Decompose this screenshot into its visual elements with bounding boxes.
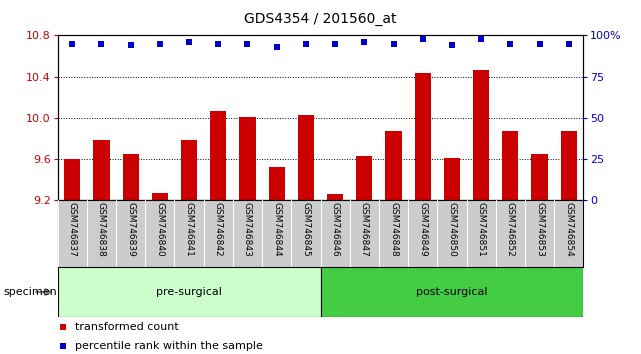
Text: GSM746845: GSM746845	[301, 202, 310, 257]
Text: GSM746852: GSM746852	[506, 202, 515, 257]
Bar	[415, 74, 431, 200]
Bar	[152, 193, 168, 200]
Point	[184, 39, 194, 45]
Text: GSM746849: GSM746849	[418, 202, 427, 257]
Point	[242, 41, 253, 46]
Point	[67, 41, 78, 46]
Bar	[181, 140, 197, 200]
Bar	[473, 70, 489, 200]
Text: GSM746837: GSM746837	[68, 202, 77, 257]
Text: GSM746854: GSM746854	[564, 202, 573, 257]
Text: GSM746844: GSM746844	[272, 202, 281, 257]
Point	[563, 41, 574, 46]
Text: GSM746850: GSM746850	[447, 202, 456, 257]
Bar	[210, 110, 226, 200]
Text: percentile rank within the sample: percentile rank within the sample	[75, 341, 263, 351]
Point	[535, 41, 545, 46]
Bar	[122, 154, 138, 200]
Point	[58, 343, 69, 349]
Bar	[58, 267, 320, 317]
Text: transformed count: transformed count	[75, 322, 179, 332]
Point	[58, 324, 69, 330]
Text: GSM746839: GSM746839	[126, 202, 135, 257]
Bar	[356, 156, 372, 200]
Bar	[444, 158, 460, 200]
Bar	[64, 159, 80, 200]
Text: GSM746851: GSM746851	[477, 202, 486, 257]
Text: GDS4354 / 201560_at: GDS4354 / 201560_at	[244, 12, 397, 27]
Point	[96, 41, 106, 46]
Point	[417, 36, 428, 41]
Bar	[94, 140, 110, 200]
Text: GSM746846: GSM746846	[331, 202, 340, 257]
Point	[154, 41, 165, 46]
Bar	[561, 131, 577, 200]
Point	[126, 42, 136, 48]
Bar	[298, 115, 314, 200]
Text: GSM746853: GSM746853	[535, 202, 544, 257]
Text: GSM746847: GSM746847	[360, 202, 369, 257]
Point	[359, 39, 369, 45]
Text: GSM746840: GSM746840	[155, 202, 164, 257]
Point	[505, 41, 515, 46]
Text: post-surgical: post-surgical	[416, 287, 488, 297]
Text: GSM746843: GSM746843	[243, 202, 252, 257]
Point	[272, 44, 282, 50]
Point	[476, 36, 487, 41]
Bar	[327, 194, 343, 200]
Text: pre-surgical: pre-surgical	[156, 287, 222, 297]
Text: specimen: specimen	[3, 287, 57, 297]
Point	[330, 41, 340, 46]
Point	[301, 41, 311, 46]
Bar	[240, 117, 256, 200]
Bar	[503, 131, 519, 200]
Bar	[269, 167, 285, 200]
Point	[447, 42, 457, 48]
Text: GSM746838: GSM746838	[97, 202, 106, 257]
Point	[388, 41, 399, 46]
Bar	[320, 267, 583, 317]
Text: GSM746842: GSM746842	[214, 202, 223, 257]
Bar	[385, 131, 401, 200]
Text: GSM746841: GSM746841	[185, 202, 194, 257]
Bar	[531, 154, 547, 200]
Text: GSM746848: GSM746848	[389, 202, 398, 257]
Point	[213, 41, 224, 46]
